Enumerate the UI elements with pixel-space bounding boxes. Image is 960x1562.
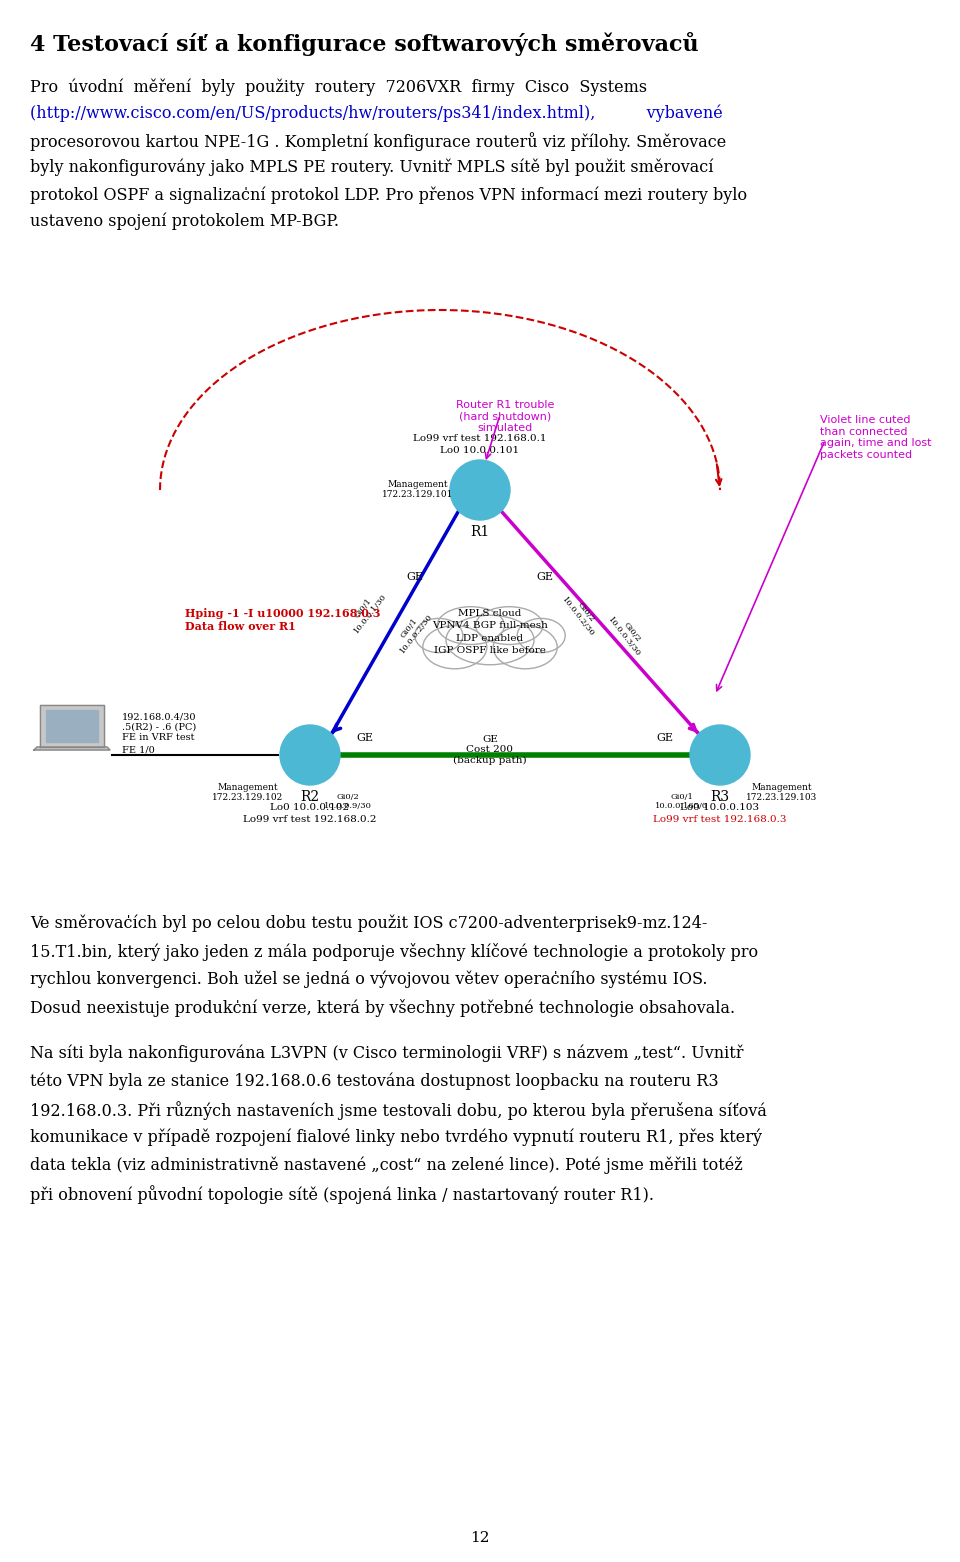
- Text: GE
Cost 200
(backup path): GE Cost 200 (backup path): [453, 736, 527, 765]
- Text: byly nakonfigurovány jako MPLS PE routery. Uvnitř MPLS sítě byl použit směrovací: byly nakonfigurovány jako MPLS PE router…: [30, 159, 713, 177]
- Text: Pro  úvodní  měření  byly  použity  routery  7206VXR  firmy  Cisco  Systems: Pro úvodní měření byly použity routery 7…: [30, 78, 647, 95]
- Text: R1: R1: [470, 525, 490, 539]
- Ellipse shape: [475, 606, 542, 645]
- Text: FE 1/0: FE 1/0: [122, 745, 155, 754]
- Text: Gi0/1
10.0.0.2/30: Gi0/1 10.0.0.2/30: [392, 606, 435, 654]
- Text: Gi0/2
10.0.0.9/30: Gi0/2 10.0.0.9/30: [324, 793, 372, 811]
- Text: Gi0/2
10.0.0.2/30: Gi0/2 10.0.0.2/30: [561, 590, 604, 639]
- Text: R2: R2: [300, 790, 320, 804]
- Ellipse shape: [517, 619, 565, 653]
- Text: 12: 12: [470, 1531, 490, 1545]
- Text: Ve směrovac̍ích byl po celou dobu testu použit IOS c7200-adventerprisek9-mz.124-: Ve směrovac̍ích byl po celou dobu testu …: [30, 915, 708, 933]
- Text: 192.168.0.3. Při různých nastaveních jsme testovali dobu, po kterou byla přeruše: 192.168.0.3. Při různých nastaveních jsm…: [30, 1101, 767, 1120]
- Text: protokol OSPF a signalizac̍ní protokol LDP. Pro přenos VPN informací mezi router: protokol OSPF a signalizac̍ní protokol L…: [30, 186, 747, 203]
- Text: data tekla (viz administrativně nastavené „cost“ na zelené lince). Poté jsme měř: data tekla (viz administrativně nastaven…: [30, 1157, 743, 1175]
- Ellipse shape: [415, 619, 463, 653]
- Text: GE: GE: [406, 572, 423, 583]
- Text: 15.T1.bin, který jako jeden z mála podporuje všechny klíčové technologie a proto: 15.T1.bin, který jako jeden z mála podpo…: [30, 943, 758, 961]
- Text: komunikace v případě rozpojení fialové linky nebo tvrdého vypnutí routeru R1, př: komunikace v případě rozpojení fialové l…: [30, 1129, 762, 1147]
- Text: GE: GE: [356, 733, 373, 744]
- Text: Hping -1 -I u10000 192.168.0.3
Data flow over R1: Hping -1 -I u10000 192.168.0.3 Data flow…: [185, 608, 380, 633]
- Text: R3: R3: [710, 790, 730, 804]
- Text: Management
172.23.129.101: Management 172.23.129.101: [382, 480, 454, 500]
- Text: rychlou konvergenci. Boh užel se jedná o vývojovou větev operac̍ního systému IOS: rychlou konvergenci. Boh užel se jedná o…: [30, 972, 708, 989]
- Text: 4 Testovací síť a konfigurace softwarových směrovaců: 4 Testovací síť a konfigurace softwarový…: [30, 31, 699, 56]
- Text: Na síti byla nakonfigurována L3VPN (v Cisco terminologii VRF) s názvem „test“. U: Na síti byla nakonfigurována L3VPN (v Ci…: [30, 1045, 743, 1062]
- Text: Gi0/1
10.0.0.1/30: Gi0/1 10.0.0.1/30: [346, 586, 389, 634]
- Text: Lo99 vrf test 192.168.0.3: Lo99 vrf test 192.168.0.3: [653, 815, 787, 825]
- Circle shape: [690, 725, 750, 786]
- Text: Dosud neexistuje produkc̍ní verze, která by všechny potřebné technologie obsahov: Dosud neexistuje produkc̍ní verze, která…: [30, 1000, 735, 1017]
- Text: Management
172.23.129.103: Management 172.23.129.103: [746, 783, 818, 803]
- Text: Gi0/1
10.0.0.165/0: Gi0/1 10.0.0.165/0: [656, 793, 708, 811]
- Text: Lo99 vrf test 192.168.0.1: Lo99 vrf test 192.168.0.1: [413, 434, 547, 444]
- Circle shape: [450, 459, 510, 520]
- Ellipse shape: [422, 626, 487, 669]
- Polygon shape: [34, 747, 110, 750]
- Text: této VPN byla ze stanice 192.168.0.6 testována dostupnost loopbacku na routeru R: této VPN byla ze stanice 192.168.0.6 tes…: [30, 1073, 719, 1090]
- Circle shape: [280, 725, 340, 786]
- Text: Lo0 10.0.0.101: Lo0 10.0.0.101: [441, 447, 519, 455]
- Text: procesorovou kartou NPE-1G . Kompletní konfigurace routerů viz přílohy. Směrovac: procesorovou kartou NPE-1G . Kompletní k…: [30, 133, 727, 152]
- Text: při obnovení původní topologie sítě (spojená linka / nastartovaný router R1).: při obnovení původní topologie sítě (spo…: [30, 1186, 654, 1204]
- Ellipse shape: [446, 615, 534, 665]
- Text: Management
172.23.129.102: Management 172.23.129.102: [212, 783, 283, 803]
- Text: FE in VRF test: FE in VRF test: [122, 733, 195, 742]
- Text: 192.168.0.4/30: 192.168.0.4/30: [122, 712, 197, 722]
- Text: .5(R2) - .6 (PC): .5(R2) - .6 (PC): [122, 723, 196, 731]
- Text: GE: GE: [657, 733, 674, 744]
- Text: Violet line cuted
than connected
again, time and lost
packets counted: Violet line cuted than connected again, …: [820, 415, 931, 459]
- Text: Lo0 10.0.0.103: Lo0 10.0.0.103: [681, 803, 759, 812]
- Text: ustaveno spojení protokolem MP-BGP.: ustaveno spojení protokolem MP-BGP.: [30, 212, 339, 231]
- Polygon shape: [46, 711, 98, 742]
- Text: Lo99 vrf test 192.168.0.2: Lo99 vrf test 192.168.0.2: [243, 815, 376, 825]
- Text: GE: GE: [537, 572, 554, 583]
- Polygon shape: [40, 704, 104, 747]
- Text: (http://www.cisco.com/en/US/products/hw/routers/ps341/index.html),          vyba: (http://www.cisco.com/en/US/products/hw/…: [30, 105, 723, 122]
- Text: Lo0 10.0.0.102: Lo0 10.0.0.102: [271, 803, 349, 812]
- Ellipse shape: [437, 606, 504, 645]
- Text: MPLS cloud
VPNV4 BGP full-mesh
LDP enabled
IGP OSPF like before: MPLS cloud VPNV4 BGP full-mesh LDP enabl…: [432, 609, 548, 654]
- Text: Gi0/2
10.0.0.3/30: Gi0/2 10.0.0.3/30: [607, 611, 650, 659]
- Text: Router R1 trouble
(hard shutdown)
simulated: Router R1 trouble (hard shutdown) simula…: [456, 400, 554, 433]
- Ellipse shape: [493, 626, 557, 669]
